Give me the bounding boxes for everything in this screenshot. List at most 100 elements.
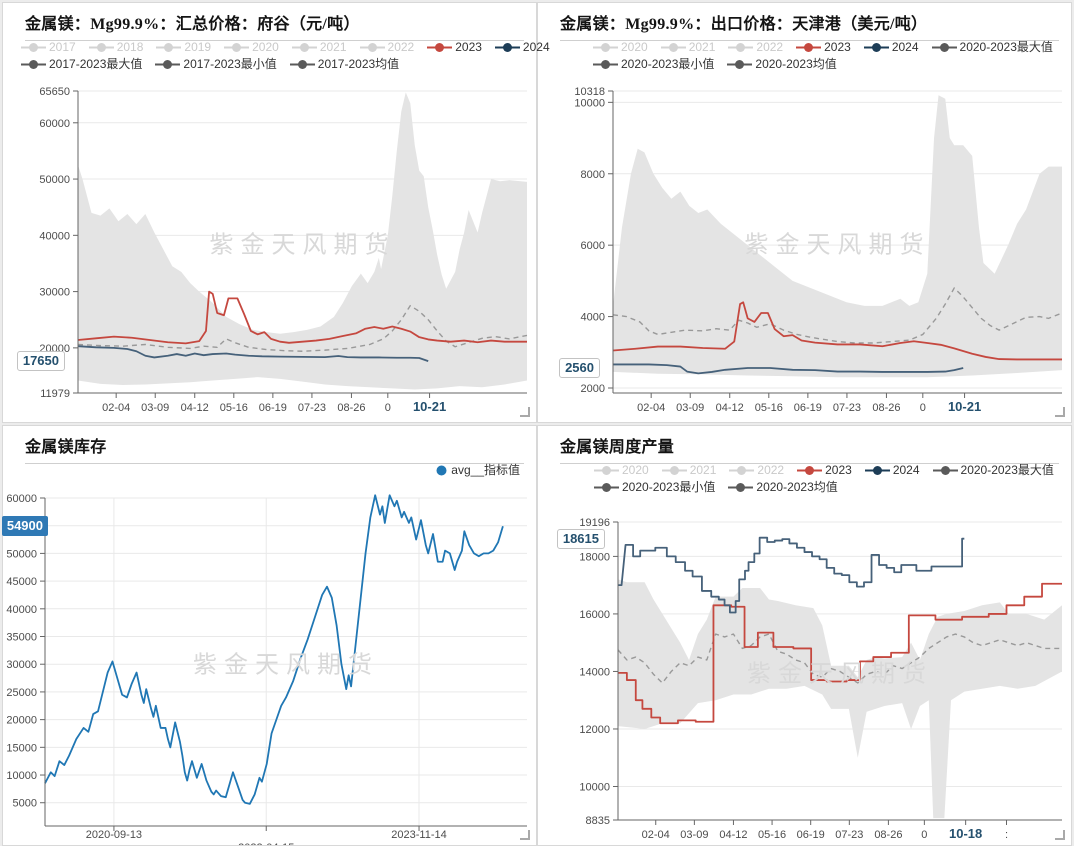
legend-item-2020-2023最小值[interactable]: 2020-2023最小值: [594, 480, 715, 495]
legend-row: 2017-2023最大值 2017-2023最小值 2017-2023均值: [21, 57, 536, 72]
line-dot-marker-icon: [594, 466, 619, 475]
legend-item-2023[interactable]: 2023: [796, 40, 851, 55]
line-dot-marker-icon: [660, 43, 686, 52]
y-tick-label: 65650: [39, 86, 70, 98]
legend-label: 2017-2023最大值: [49, 57, 143, 71]
legend: 2020 2021 2022 2023 2024 2020-2023最大值 2020-202…: [538, 463, 1071, 495]
legend-item-avg__指标值[interactable]: avg__指标值: [435, 463, 520, 478]
y-tick-label: 10000: [574, 97, 605, 109]
legend-label: 2022: [387, 40, 415, 54]
legend-label: 2017-2023均值: [317, 57, 400, 71]
series-2023: [618, 582, 1062, 725]
legend-item-2017-2023最小值[interactable]: 2017-2023最小值: [155, 57, 277, 72]
panel-title: 金属镁库存: [25, 433, 524, 464]
chart-canvas[interactable]: 19196 18000 16000 14000 12000 10000 8835 02-04 0…: [538, 426, 1071, 845]
legend-row: 2017 2018 2019 2020 2021 2022 2023 2024: [21, 40, 550, 55]
x-tick-label: 08-26: [872, 402, 900, 414]
y-tick-label: 60000: [39, 118, 70, 130]
legend-label: 2017: [49, 40, 76, 54]
y-tick-label: 11979: [40, 388, 70, 400]
resize-grip-icon[interactable]: [1055, 830, 1065, 840]
legend-item-2018[interactable]: 2018: [88, 40, 143, 55]
legend-label: 2020: [622, 463, 649, 477]
line-dot-marker-icon: [729, 466, 755, 475]
chart-canvas[interactable]: 6565060000500004000030000200001197902-04…: [3, 3, 536, 422]
legend-label: 2023: [824, 40, 851, 54]
legend-item-2020-2023均值[interactable]: 2020-2023均值: [727, 57, 837, 72]
line-dot-marker-icon: [359, 43, 385, 52]
legend-label: 2023: [825, 463, 852, 477]
legend-item-2020[interactable]: 2020: [593, 40, 648, 55]
legend-item-2022[interactable]: 2022: [359, 40, 415, 55]
series-2024: [77, 345, 429, 362]
line-dot-marker-icon: [594, 483, 619, 492]
legend-item-2024[interactable]: 2024: [494, 40, 550, 55]
legend-item-2024[interactable]: 2024: [864, 463, 920, 478]
resize-grip-icon[interactable]: [520, 407, 530, 417]
x-tick-label-current: 10-21: [413, 399, 446, 414]
resize-grip-icon[interactable]: [1055, 407, 1065, 417]
latest-value-badge: 54900: [1, 516, 48, 537]
line-dot-marker-icon: [427, 43, 453, 52]
legend-label: 2020: [252, 40, 279, 54]
x-tick-label: 06-19: [797, 829, 825, 841]
x-tick-label: 0: [385, 402, 391, 414]
x-tick-label: 04-12: [719, 829, 747, 841]
x-tick-label: 03-09: [141, 402, 169, 414]
legend-label: 2024: [891, 40, 919, 54]
y-tick-label: 10318: [574, 86, 605, 98]
legend-label: 2022: [757, 463, 785, 477]
legend-item-2020-2023最大值[interactable]: 2020-2023最大值: [931, 40, 1053, 55]
legend-label: avg__指标值: [451, 463, 520, 477]
legend-row: 2020 2021 2022 2023 2024 2020-2023最大值: [594, 463, 1071, 478]
panel-weekly-output: 金属镁周度产量 2020 2021 2022 2023 2024 2020-2023最大值…: [537, 425, 1072, 846]
legend-label: 2021: [688, 40, 716, 54]
legend-item-2019[interactable]: 2019: [156, 40, 211, 55]
legend-item-2021[interactable]: 2021: [661, 463, 716, 478]
legend-label: 2024: [892, 463, 920, 477]
resize-grip-icon[interactable]: [520, 830, 530, 840]
legend-item-2020-2023均值[interactable]: 2020-2023均值: [728, 480, 838, 495]
legend-item-2021[interactable]: 2021: [660, 40, 716, 55]
y-tick-label: 25000: [6, 687, 37, 699]
y-tick-label: 10000: [6, 770, 37, 782]
legend-item-2020-2023最大值[interactable]: 2020-2023最大值: [932, 463, 1054, 478]
series-2017-2023均值: [77, 304, 528, 352]
y-tick-label: 15000: [6, 742, 37, 754]
legend-item-2022[interactable]: 2022: [728, 40, 783, 55]
legend-item-2020-2023最小值[interactable]: 2020-2023最小值: [593, 57, 714, 72]
x-tick-label: :: [1005, 829, 1008, 841]
line-dot-marker-icon: [863, 43, 889, 52]
legend-row: 2020-2023最小值 2020-2023均值: [594, 480, 1071, 495]
minmax-band: [618, 579, 1062, 819]
series-2020-2023均值: [617, 633, 1062, 684]
legend-item-2023[interactable]: 2023: [797, 463, 852, 478]
legend-item-2021[interactable]: 2021: [291, 40, 347, 55]
x-tick-label: 07-23: [835, 829, 863, 841]
legend-item-2017-2023最大值[interactable]: 2017-2023最大值: [21, 57, 142, 72]
panel-summary-price: 金属镁：Mg99.9%：汇总价格：府谷（元/吨） 2017 2018 2019 202…: [2, 2, 550, 423]
legend: 2020 2021 2022 2023 2024 2020-2023最大值 2020-202…: [538, 40, 1071, 72]
panel-inventory: 金属镁库存 avg__指标值 6000055000500004500040000…: [1, 425, 537, 846]
y-tick-label: 2000: [581, 383, 605, 395]
legend-item-2017-2023均值[interactable]: 2017-2023均值: [289, 57, 400, 72]
legend-item-2024[interactable]: 2024: [863, 40, 919, 55]
chart-canvas[interactable]: 6000055000500004500040000350003000025000…: [3, 426, 536, 845]
legend-item-2023[interactable]: 2023: [427, 40, 482, 55]
line-dot-marker-icon: [155, 60, 181, 69]
legend-label: 2020: [621, 40, 648, 54]
line-dot-marker-icon: [224, 43, 250, 52]
x-tick-label: 03-09: [676, 402, 704, 414]
legend-item-2020[interactable]: 2020: [594, 463, 649, 478]
y-tick-label: 60000: [6, 493, 37, 505]
y-tick-label: 45000: [6, 576, 37, 588]
legend-item-2017[interactable]: 2017: [21, 40, 76, 55]
x-tick-label: 06-19: [794, 402, 822, 414]
panel-title: 金属镁：Mg99.9%：出口价格：天津港（美元/吨）: [560, 10, 1059, 41]
y-tick-label: 8835: [586, 815, 610, 827]
legend-item-2020[interactable]: 2020: [224, 40, 279, 55]
y-tick-label: 5000: [13, 798, 37, 810]
x-tick-label: 05-16: [220, 402, 248, 414]
legend-item-2022[interactable]: 2022: [729, 463, 784, 478]
